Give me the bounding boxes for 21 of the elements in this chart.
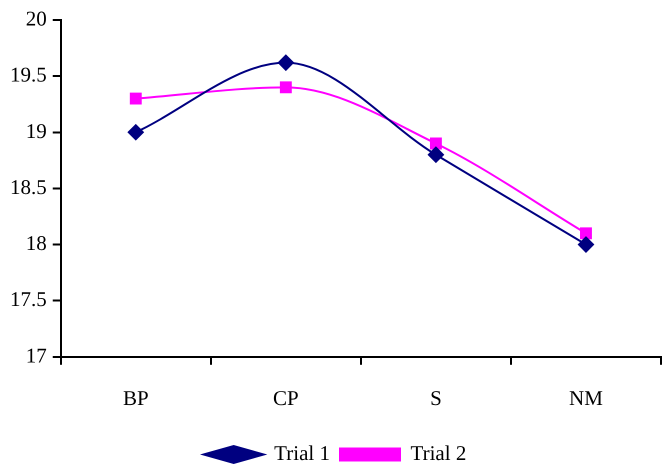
y-tick-label: 20	[26, 6, 47, 31]
point	[428, 146, 444, 163]
point	[578, 236, 594, 253]
y-tick-label: 19.5	[10, 62, 47, 87]
x-tick-label: BP	[122, 386, 149, 410]
x-tick-label: NM	[569, 386, 604, 410]
y-tick-label: 17	[26, 343, 47, 368]
y-tick-label: 18	[26, 231, 47, 256]
x-tick-label: CP	[273, 386, 299, 410]
y-tick-label: 19	[26, 118, 47, 143]
point	[580, 227, 592, 240]
point	[430, 138, 442, 150]
x-tick-label: S	[430, 386, 442, 410]
point	[128, 124, 144, 140]
point	[278, 54, 294, 71]
legend-label: Trial 2	[410, 441, 466, 466]
y-tick-label: 17.5	[10, 287, 47, 312]
point	[130, 92, 142, 105]
point	[280, 81, 292, 94]
y-tick-label: 18.5	[10, 174, 47, 199]
legend-label: Trial 1	[274, 441, 330, 466]
